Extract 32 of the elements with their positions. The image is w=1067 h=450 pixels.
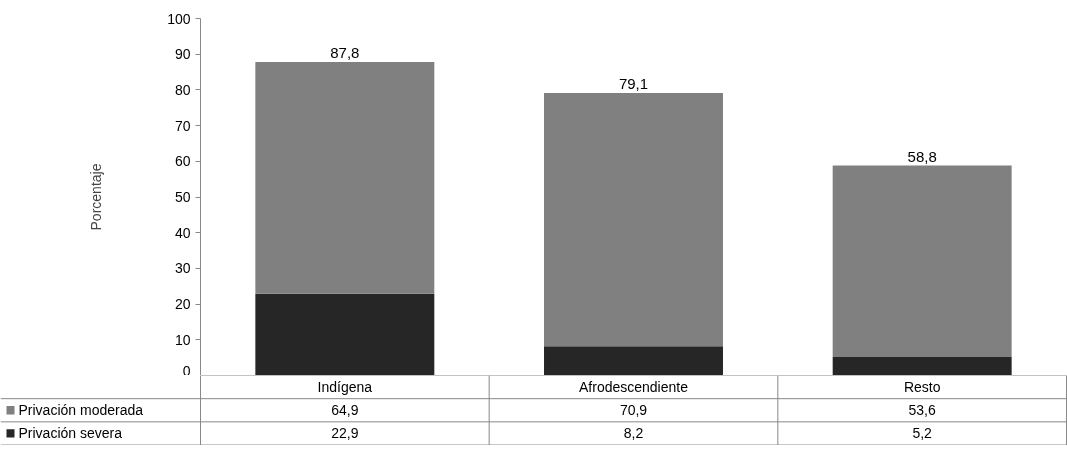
y-tick-label: 70 <box>174 117 191 134</box>
y-tick-label: 40 <box>174 224 191 241</box>
bar <box>544 346 723 375</box>
y-tick-label: 10 <box>174 331 191 348</box>
data-label: 22,9 <box>331 425 359 442</box>
x-tick-label: Afrodescendiente <box>579 379 689 396</box>
bar <box>544 93 723 347</box>
data-label: 8,2 <box>623 425 644 442</box>
y-tick-label: 100 <box>167 10 191 27</box>
x-tick-label: Resto <box>903 379 941 396</box>
bar <box>832 165 1012 357</box>
y-tick-label: 80 <box>174 81 191 98</box>
legend-label: Privación severa <box>18 425 123 442</box>
bar <box>832 356 1012 375</box>
bar <box>255 293 435 375</box>
x-tick-label: Indígena <box>317 379 373 396</box>
y-tick-label: 90 <box>174 46 191 63</box>
data-label: 64,9 <box>331 402 359 419</box>
y-tick-label: 20 <box>174 296 191 313</box>
y-tick-label: 50 <box>174 189 191 205</box>
total-label: 58,8 <box>907 147 937 165</box>
y-tick-label: 30 <box>174 260 191 277</box>
y-tick-label: 0 <box>182 362 191 379</box>
data-label: 70,9 <box>619 402 648 419</box>
y-axis-title: Porcentaje <box>88 163 105 231</box>
total-label: 79,1 <box>618 75 649 93</box>
bar <box>255 62 435 294</box>
data-label: 53,6 <box>908 402 936 419</box>
total-label: 87,8 <box>330 44 360 62</box>
legend-label: Privación moderada <box>18 402 144 419</box>
y-tick-label: 60 <box>174 153 191 170</box>
data-label: 5,2 <box>912 425 933 442</box>
